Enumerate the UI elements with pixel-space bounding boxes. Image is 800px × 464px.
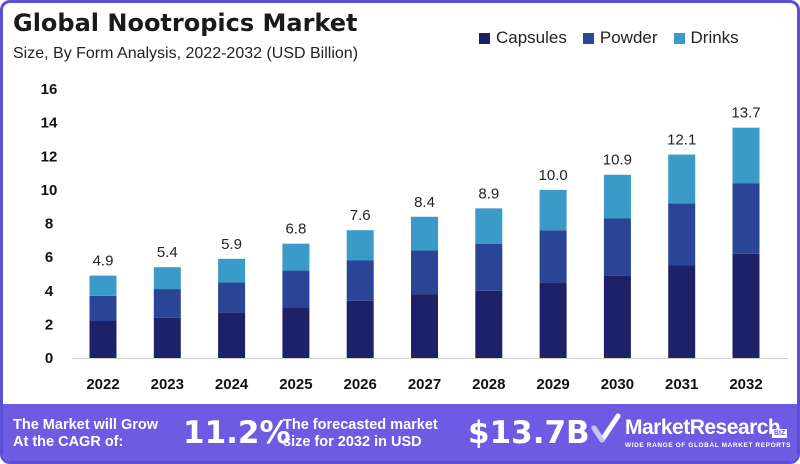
legend-item-powder: Powder xyxy=(582,28,658,48)
bar-segment-capsules xyxy=(346,300,374,358)
forecast-label-line2: size for 2032 in USD xyxy=(283,434,422,450)
bar-segment-capsules xyxy=(282,307,310,358)
bar-total-label: 10.9 xyxy=(603,152,632,169)
x-tick-label: 2026 xyxy=(344,376,377,393)
bar-segment-powder xyxy=(153,289,181,318)
bar-segment-powder xyxy=(603,218,631,276)
y-tick-label: 12 xyxy=(41,148,58,165)
x-tick-label: 2024 xyxy=(215,376,249,393)
cagr-label-line2: At the CAGR of: xyxy=(13,434,124,450)
bar-segment-powder xyxy=(475,243,503,291)
bar-segment-drinks xyxy=(603,174,631,219)
y-tick-label: 14 xyxy=(41,115,58,132)
brand-name: MarketResearch xyxy=(625,416,781,439)
bar-total-label: 10.0 xyxy=(538,167,567,184)
bar-segment-drinks xyxy=(732,127,760,184)
bar-segment-drinks xyxy=(539,189,567,231)
bar-segment-drinks xyxy=(153,267,181,290)
legend-label-capsules: Capsules xyxy=(496,28,567,47)
cagr-label-line1: The Market will Grow xyxy=(13,417,159,433)
bar-segment-powder xyxy=(282,270,310,308)
bar-segment-powder xyxy=(411,250,438,295)
bar-total-label: 12.1 xyxy=(667,132,696,149)
bar-segment-drinks xyxy=(282,243,310,271)
brand-tagline: WIDE RANGE OF GLOBAL MARKET REPORTS xyxy=(625,442,792,449)
legend-item-drinks: Drinks xyxy=(673,28,739,48)
x-tick-label: 2030 xyxy=(601,376,634,393)
bar-segment-drinks xyxy=(475,208,503,244)
legend-swatch-drinks xyxy=(673,32,685,44)
y-tick-label: 10 xyxy=(41,182,58,199)
footer-banner: The Market will Grow At the CAGR of: 11.… xyxy=(3,404,797,461)
brand-logo-icon xyxy=(591,413,621,443)
bar-total-label: 8.4 xyxy=(414,194,435,211)
bar-segment-capsules xyxy=(603,275,631,358)
x-tick-label: 2031 xyxy=(665,376,698,393)
chart-title: Global Nootropics Market xyxy=(13,9,358,37)
bar-segment-capsules xyxy=(89,321,117,358)
bar-segment-powder xyxy=(89,295,117,322)
bar-segment-drinks xyxy=(668,154,696,204)
y-tick-label: 16 xyxy=(41,81,58,98)
forecast-value: $13.7B xyxy=(468,415,590,451)
legend-swatch-powder xyxy=(582,32,594,44)
x-tick-label: 2032 xyxy=(729,376,762,393)
bar-segment-powder xyxy=(346,260,374,301)
forecast-label-line1: The forecasted market xyxy=(283,417,438,433)
forecast-label: The forecasted market size for 2032 in U… xyxy=(283,417,438,451)
bar-segment-capsules xyxy=(668,265,696,358)
bar-chart: 0 2 4 6 8 10 12 14 16 4.9 2022 5.4 2023 5.9 2024 6.8 202… xyxy=(41,81,788,393)
bar-segment-capsules xyxy=(218,312,246,358)
legend-swatch-capsules xyxy=(479,32,490,44)
bar-total-label: 8.9 xyxy=(478,185,499,202)
brand-badge: BIZ xyxy=(772,429,788,438)
x-tick-label: 2022 xyxy=(86,376,119,393)
bar-total-label: 5.9 xyxy=(221,236,242,253)
bar-total-label: 5.4 xyxy=(157,244,178,261)
y-tick-label: 2 xyxy=(45,316,53,333)
x-tick-label: 2028 xyxy=(472,376,505,393)
bar-segment-capsules xyxy=(475,290,503,358)
cagr-label: The Market will Grow At the CAGR of: xyxy=(13,417,158,451)
cagr-value: 11.2% xyxy=(183,415,291,451)
y-tick-label: 0 xyxy=(45,350,53,367)
legend-label-powder: Powder xyxy=(599,28,658,47)
legend-item-capsules: Capsules xyxy=(479,28,567,48)
bar-segment-capsules xyxy=(539,282,567,358)
bar-segment-powder xyxy=(539,230,567,283)
bar-segment-drinks xyxy=(346,230,374,261)
bar-total-label: 4.9 xyxy=(93,253,114,270)
bar-segment-capsules xyxy=(732,253,760,358)
chart-legend: Capsules Powder Drinks xyxy=(479,28,739,48)
bar-segment-capsules xyxy=(153,317,181,358)
bar-segment-capsules xyxy=(411,294,438,358)
bar-segment-drinks xyxy=(218,258,246,283)
y-tick-label: 8 xyxy=(45,216,53,233)
chart-subtitle: Size, By Form Analysis, 2022-2032 (USD B… xyxy=(13,45,359,62)
bar-segment-powder xyxy=(668,203,696,266)
x-tick-label: 2027 xyxy=(408,376,441,393)
y-tick-label: 4 xyxy=(45,283,54,300)
x-tick-label: 2023 xyxy=(151,376,184,393)
x-tick-label: 2025 xyxy=(279,376,312,393)
bar-total-label: 13.7 xyxy=(731,105,760,122)
bar-segment-drinks xyxy=(411,216,438,251)
x-tick-label: 2029 xyxy=(536,376,569,393)
bar-total-label: 7.6 xyxy=(350,207,371,224)
legend-label-drinks: Drinks xyxy=(690,28,739,47)
bar-total-label: 6.8 xyxy=(285,221,306,238)
y-tick-label: 6 xyxy=(45,249,53,266)
bar-segment-powder xyxy=(218,282,246,313)
bar-segment-drinks xyxy=(89,275,117,296)
bar-segment-powder xyxy=(732,183,760,254)
